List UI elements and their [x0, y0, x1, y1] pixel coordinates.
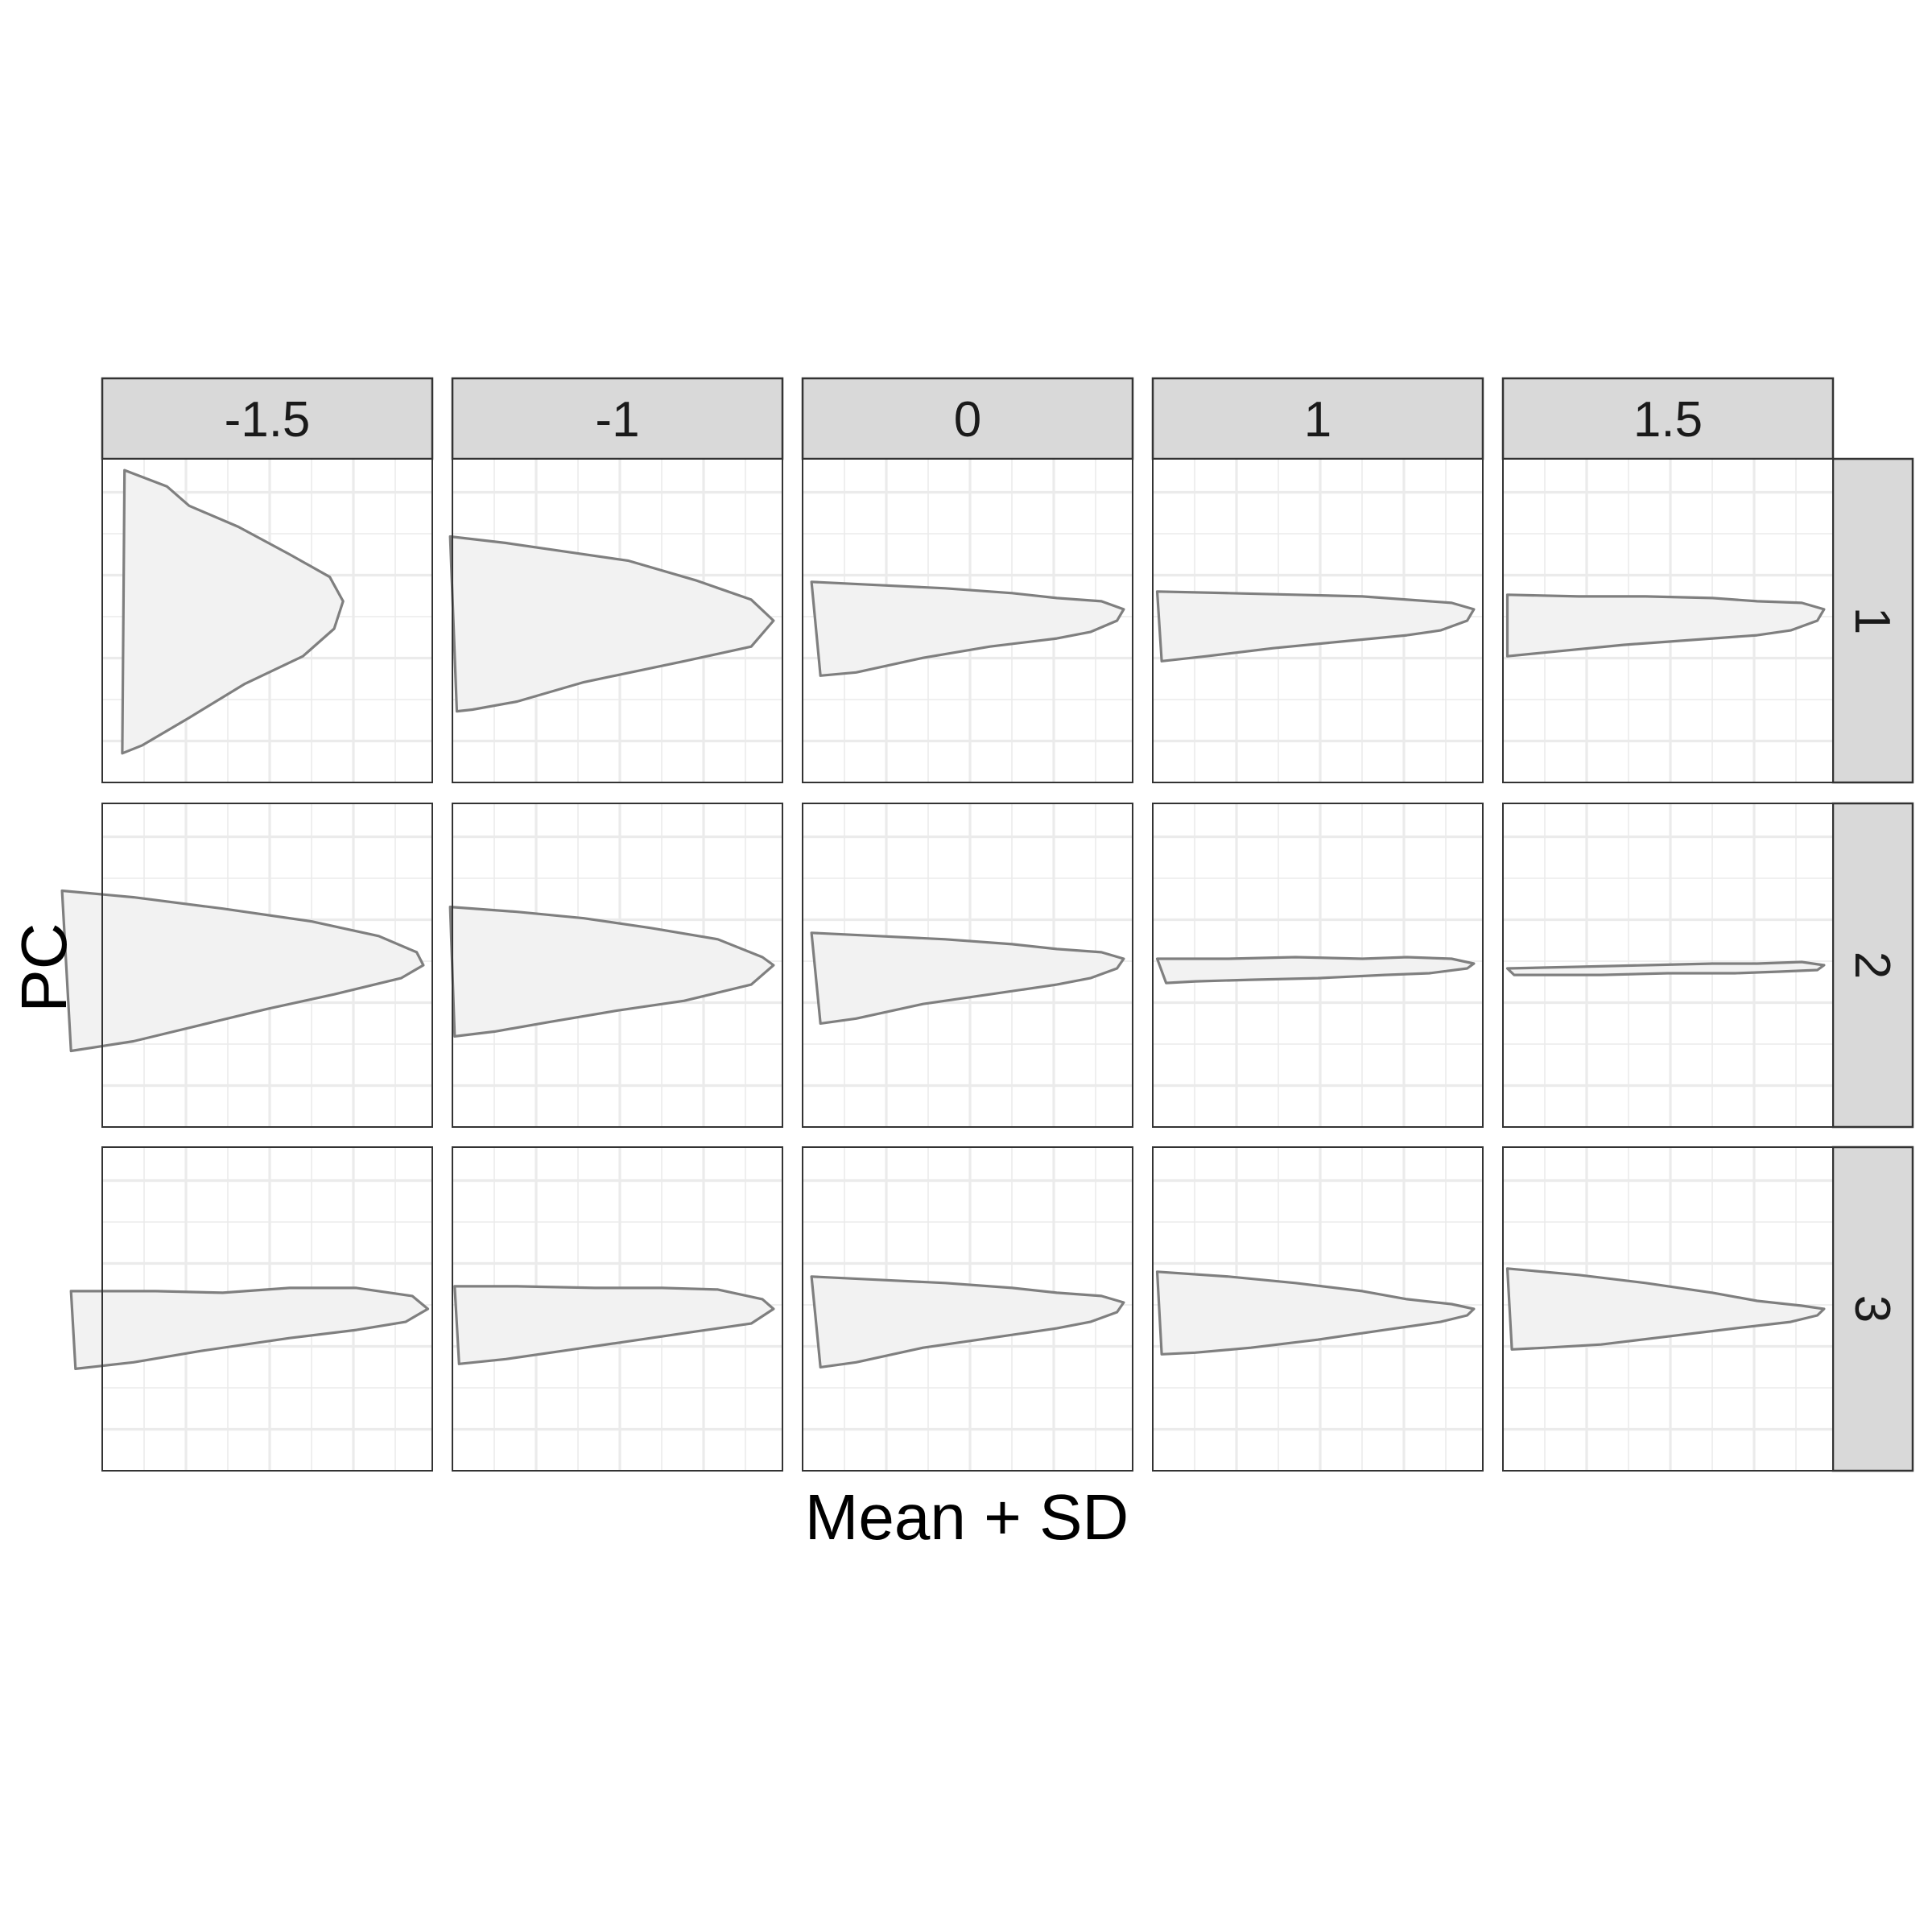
column-strip: [451, 377, 784, 460]
panel-border: [802, 803, 1133, 1128]
shape-outline: [1155, 956, 1476, 985]
column-strip-label: -1.5: [225, 392, 311, 448]
shape-outline: [1505, 1267, 1826, 1351]
panel-border: [802, 1146, 1133, 1472]
panel-border: [101, 803, 433, 1128]
panel-border: [101, 458, 433, 783]
y-axis-title: PC: [8, 923, 80, 1012]
shape-outline: [810, 931, 1125, 1026]
facet-grid: -1.5 -1 0 1 1.5 1 2 3: [60, 377, 1914, 1472]
facet-panel: [448, 458, 783, 783]
column-strip-label: 1.5: [1633, 392, 1703, 448]
facet-panel: [1152, 458, 1484, 783]
column-strip-label: 0: [954, 392, 981, 448]
panel-border: [1502, 1146, 1834, 1472]
column-strip: [1151, 377, 1484, 460]
facet-panel: [60, 803, 433, 1128]
row-strip-label: 3: [1844, 1295, 1900, 1323]
panel-border: [452, 803, 783, 1128]
x-axis-title: Mean + SD: [805, 1481, 1129, 1553]
facet-panel: [1502, 803, 1834, 1128]
column-strip: [801, 377, 1134, 460]
panel-border: [1152, 803, 1484, 1128]
facet-panel: [1152, 1146, 1484, 1472]
facet-panel: [802, 803, 1133, 1128]
panel-border: [101, 1146, 433, 1472]
facet-panel: [802, 1146, 1133, 1472]
panel-border: [802, 458, 1133, 783]
panel-border: [1152, 458, 1484, 783]
shape-outline: [453, 1285, 775, 1365]
shape-outline: [810, 580, 1125, 677]
column-strip: [101, 377, 434, 460]
shape-outline: [60, 889, 425, 1053]
facet-panel: [1152, 803, 1484, 1128]
shape-outline: [121, 469, 345, 755]
facet-panel: [802, 458, 1133, 783]
shape-outline: [1155, 1270, 1476, 1356]
shape-outline: [810, 1275, 1125, 1369]
facet-panel: [452, 1146, 783, 1472]
facet-panel: [69, 1146, 433, 1472]
panel-border: [1152, 1146, 1484, 1472]
row-strip-label: 1: [1844, 607, 1900, 634]
facet-panel: [448, 803, 783, 1128]
column-strip-label: 1: [1304, 392, 1331, 448]
panel-border: [1502, 803, 1834, 1128]
panel-border: [452, 458, 783, 783]
facet-panel: [1502, 458, 1834, 783]
facet-panel: [101, 458, 433, 783]
shape-outline: [1155, 590, 1476, 663]
row-strip-label: 2: [1844, 952, 1900, 979]
facet-panel: [1502, 1146, 1834, 1472]
shape-outline: [448, 535, 775, 713]
shape-outline: [448, 905, 775, 1038]
column-strip-label: -1: [595, 392, 639, 448]
row-strip: [1831, 802, 1914, 1129]
shape-outline: [69, 1286, 430, 1371]
shape-outline: [1505, 960, 1826, 976]
shape-outline: [1505, 593, 1826, 658]
panel-border: [452, 1146, 783, 1472]
panel-border: [1502, 458, 1834, 783]
